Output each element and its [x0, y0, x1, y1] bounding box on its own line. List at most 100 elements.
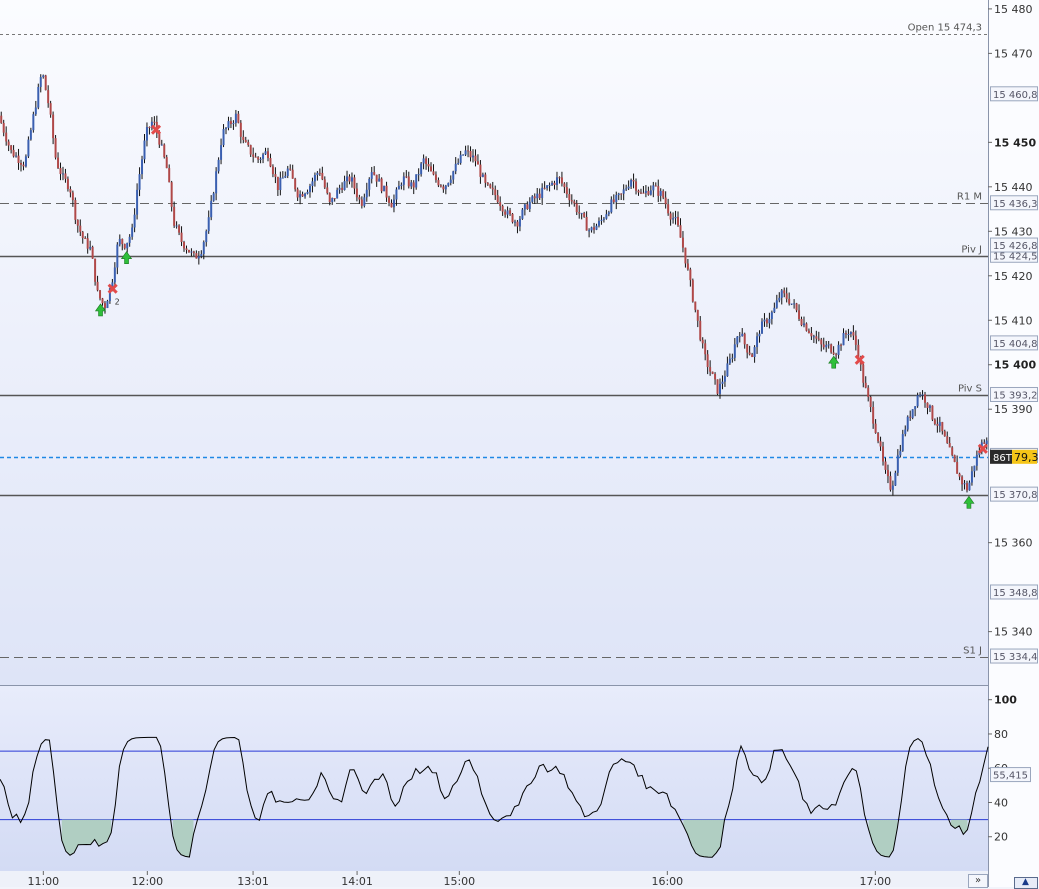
- candle-body: [150, 121, 153, 128]
- candle-body: [360, 199, 363, 206]
- candle-body: [719, 383, 722, 394]
- candle-body: [24, 156, 27, 167]
- candle-body: [353, 177, 356, 189]
- candle-body: [872, 406, 875, 424]
- candle-body: [392, 199, 395, 208]
- candle-body: [318, 172, 321, 174]
- candle-body: [533, 196, 536, 199]
- candle-body: [462, 154, 465, 156]
- x-tick-label: 12:00: [131, 875, 163, 887]
- oscillator-line: [0, 736, 989, 858]
- candle-body: [101, 298, 104, 304]
- sell-signal-icon[interactable]: [977, 443, 988, 454]
- scroll-right-button[interactable]: »: [968, 874, 988, 888]
- candle-body: [714, 373, 717, 380]
- candle-body: [239, 122, 242, 137]
- price-tag-box: [990, 648, 1038, 664]
- candle-body: [844, 333, 847, 335]
- candle-body: [894, 472, 897, 486]
- sell-signal-icon[interactable]: [854, 354, 865, 365]
- candle-body: [899, 450, 902, 456]
- candle-body: [625, 188, 628, 190]
- zoom-button[interactable]: ▲: [1014, 877, 1038, 889]
- candle-body: [316, 172, 319, 176]
- candle-body: [264, 151, 267, 155]
- candle-body: [328, 193, 331, 203]
- sell-signal-icon[interactable]: [107, 283, 118, 294]
- candle-body: [158, 132, 161, 145]
- signal-count-label: 2: [115, 298, 120, 307]
- candle-body: [684, 247, 687, 264]
- candle-body: [716, 379, 719, 394]
- candle-body: [553, 182, 556, 185]
- candle-body: [607, 212, 610, 215]
- candle-body: [341, 187, 344, 190]
- candle-body: [610, 199, 613, 213]
- candle-body: [516, 221, 519, 227]
- candle-body: [746, 344, 749, 353]
- buy-signal-icon[interactable]: [963, 495, 975, 509]
- candle-body: [635, 181, 638, 191]
- candle-body: [185, 248, 188, 250]
- candle-body: [323, 179, 326, 188]
- candle-body: [15, 155, 18, 157]
- candle-body: [496, 195, 499, 203]
- time-axis: [0, 871, 988, 887]
- candle-body: [906, 416, 909, 430]
- candle-body: [348, 176, 351, 182]
- price-tag: 15 393,2: [990, 386, 1038, 402]
- candle-body: [138, 174, 141, 190]
- candle-body: [541, 187, 544, 199]
- candle-body: [220, 145, 223, 160]
- sell-signal-icon[interactable]: [150, 124, 162, 135]
- candle-body: [39, 77, 42, 87]
- candle-body: [709, 367, 712, 372]
- candle-body: [877, 432, 880, 442]
- candle-body: [311, 181, 314, 187]
- price-tag-box: [990, 237, 1038, 253]
- candle-body: [405, 176, 408, 178]
- candle-body: [116, 244, 119, 268]
- candle-body: [444, 185, 447, 190]
- candle-body: [269, 158, 272, 167]
- buy-signal-icon[interactable]: [94, 303, 107, 317]
- candle-body: [388, 197, 391, 203]
- candle-body: [57, 157, 60, 169]
- osc-y-tick-label: 100: [994, 694, 1017, 707]
- candle-body: [355, 188, 358, 198]
- candle-body: [96, 281, 99, 291]
- candle-body: [402, 176, 405, 185]
- buy-signal-icon[interactable]: [120, 251, 133, 264]
- price-tag: 15 426,8: [990, 237, 1038, 253]
- buy-signal-icon[interactable]: [828, 355, 840, 369]
- candle-body: [12, 149, 15, 157]
- candle-body: [637, 190, 640, 193]
- candle-body: [479, 164, 482, 177]
- candle-body: [879, 441, 882, 447]
- price-tag: 15 334,4: [990, 648, 1038, 664]
- candle-body: [953, 455, 956, 462]
- candle-body: [862, 364, 865, 383]
- candle-body: [32, 114, 35, 131]
- candle-body: [983, 442, 986, 444]
- candle-body: [212, 193, 215, 201]
- candle-body: [17, 155, 20, 163]
- candle-body: [896, 455, 899, 473]
- candle-body: [639, 192, 642, 194]
- candle-body: [454, 163, 457, 172]
- candle-body: [422, 158, 425, 164]
- candle-body: [916, 395, 919, 407]
- candle-body: [370, 172, 373, 179]
- oscillator-pane: [0, 686, 988, 871]
- price-tag-box: [990, 86, 1038, 102]
- candle-body: [491, 187, 494, 190]
- price-tag: 15 460,8: [990, 86, 1038, 102]
- candle-body: [590, 227, 593, 231]
- candle-body: [773, 307, 776, 313]
- candle-body: [835, 354, 838, 356]
- candle-body: [271, 166, 274, 175]
- candle-body: [699, 320, 702, 340]
- candle-body: [103, 303, 106, 309]
- price-tag: 15 404,8: [990, 335, 1038, 351]
